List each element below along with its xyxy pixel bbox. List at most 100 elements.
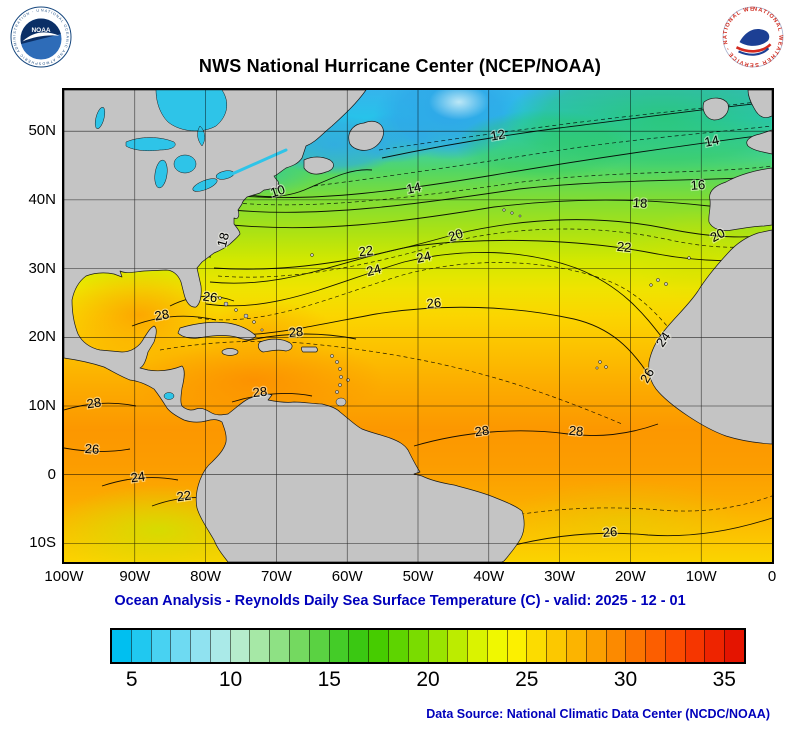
colorbar-cell — [387, 630, 408, 662]
lat-tick-label: 50N — [28, 122, 56, 140]
graticule — [64, 90, 772, 562]
colorbar-cell — [684, 630, 705, 662]
colorbar-cell — [269, 630, 290, 662]
noaa-gull-icon — [22, 32, 60, 42]
contour-label: 24 — [130, 469, 146, 486]
colorbar-cell — [170, 630, 191, 662]
contour-label: 28 — [86, 395, 102, 412]
lat-tick-label: 10S — [29, 534, 56, 552]
land-hispaniola — [257, 338, 293, 353]
lat-tick-label: 30N — [28, 259, 56, 277]
contour-label: 28 — [568, 423, 584, 439]
lon-tick-label: 40W — [473, 568, 505, 585]
colorbar-tick-label: 10 — [218, 668, 243, 691]
land-ireland — [702, 97, 729, 121]
isotherm-contours-dashed — [159, 99, 772, 523]
contour-label: 14 — [405, 179, 422, 197]
contour-label: 14 — [703, 132, 720, 150]
lon-tick-label: 70W — [260, 568, 292, 585]
colorbar-cell — [546, 630, 566, 662]
contour-label: 10 — [268, 182, 286, 201]
lake-huron — [173, 154, 197, 174]
lon-tick-label: 0 — [767, 568, 777, 585]
temperature-colorbar — [110, 628, 746, 664]
contour-label: 26 — [426, 295, 442, 311]
colorbar-cell — [368, 630, 388, 662]
hudson-bay — [155, 90, 228, 132]
colorbar-cell — [209, 630, 230, 662]
contour-label: 18 — [632, 195, 647, 211]
st-lawrence-river — [230, 148, 288, 176]
contour-label: 20 — [446, 226, 464, 245]
colorbar-tick-label: 20 — [416, 668, 440, 691]
contour-label: 24 — [365, 261, 383, 279]
nws-bird-icon — [739, 28, 770, 46]
land-africa — [648, 229, 772, 445]
contour-label: 28 — [288, 324, 304, 340]
lon-tick-label: 20W — [614, 568, 646, 585]
colorbar-cell — [645, 630, 665, 662]
lon-tick-label: 90W — [119, 568, 151, 585]
colorbar-cell — [704, 630, 725, 662]
page-title: NWS National Hurricane Center (NCEP/NOAA… — [198, 56, 602, 76]
colorbar-cell — [506, 630, 527, 662]
lat-tick-label: 40N — [28, 190, 56, 208]
contour-label: 28 — [252, 384, 268, 400]
land-france — [746, 129, 772, 155]
land-iberia — [708, 167, 772, 231]
lon-tick-label: 50W — [402, 568, 434, 585]
lon-tick-label: 60W — [331, 568, 363, 585]
inland-water — [94, 90, 288, 400]
colorbar-tick-label: 30 — [613, 668, 638, 691]
contour-label: 22 — [358, 243, 374, 260]
lake-michigan — [154, 159, 168, 189]
colorbar-cell — [150, 630, 171, 662]
land-britain — [747, 90, 772, 118]
colorbar-cell — [130, 630, 151, 662]
lon-tick-label: 30W — [544, 568, 576, 585]
colorbar-tick-label: 35 — [712, 668, 736, 691]
colorbar-cell — [112, 630, 131, 662]
lat-tick-label: 20N — [28, 328, 56, 346]
colorbar-cell — [427, 630, 448, 662]
colorbar-cell — [486, 630, 507, 662]
contour-label: 26 — [602, 524, 617, 540]
lat-tick-label: 0 — [47, 465, 56, 483]
lake-nicaragua — [163, 392, 175, 400]
colorbar-cell — [328, 630, 349, 662]
land-nova-scotia — [303, 156, 334, 175]
contour-label: 28 — [153, 306, 170, 323]
colorbar-cell — [467, 630, 487, 662]
data-source-note: Data Source: National Climatic Data Cent… — [426, 707, 770, 721]
colorbar-cell — [565, 630, 586, 662]
map-caption: Ocean Analysis - Reynolds Daily Sea Surf… — [114, 593, 686, 609]
contour-label: 22 — [616, 239, 632, 255]
islands-group — [218, 208, 691, 407]
lake-winnipeg — [94, 107, 106, 129]
colorbar-cell — [664, 630, 685, 662]
contour-label: 12 — [489, 126, 506, 143]
lon-tick-label: 10W — [685, 568, 717, 585]
land-newfoundland — [348, 121, 384, 151]
lat-tick-label: 10N — [28, 397, 56, 414]
colorbar-cell — [625, 630, 646, 662]
colorbar-cell — [348, 630, 369, 662]
lon-tick-label: 80W — [190, 568, 222, 585]
contour-label: 24 — [415, 248, 432, 266]
colorbar-cell — [407, 630, 428, 662]
colorbar-cell — [249, 630, 270, 662]
land-masses — [64, 90, 772, 562]
nws-logo-icon: NATIONAL WEATHER SERVICE - NATIONAL WEAT… — [722, 6, 784, 67]
colorbar-cell — [289, 630, 309, 662]
colorbar-tick-label: 5 — [125, 668, 138, 691]
land-jamaica — [221, 348, 239, 356]
land-puerto-rico — [300, 346, 318, 353]
lake-erie — [192, 178, 218, 192]
contour-label: 26 — [202, 289, 218, 306]
colorbar-cell — [724, 630, 744, 662]
contour-label: 16 — [690, 177, 705, 193]
noaa-label: NOAA — [31, 27, 50, 34]
colorbar-cell — [526, 630, 547, 662]
